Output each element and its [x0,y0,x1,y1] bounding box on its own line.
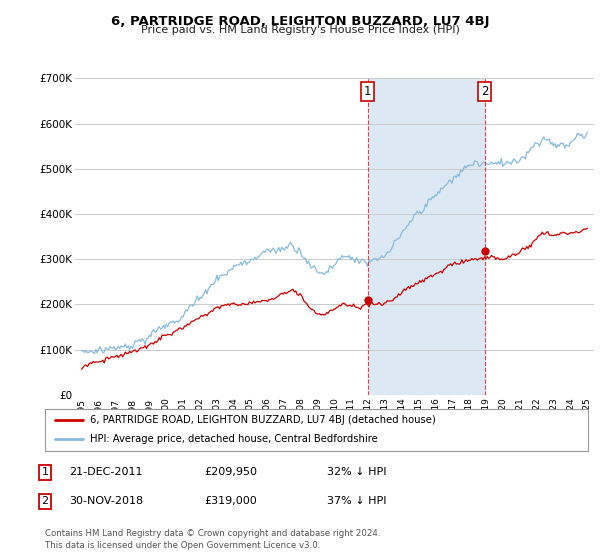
Text: HPI: Average price, detached house, Central Bedfordshire: HPI: Average price, detached house, Cent… [89,435,377,445]
Text: 6, PARTRIDGE ROAD, LEIGHTON BUZZARD, LU7 4BJ: 6, PARTRIDGE ROAD, LEIGHTON BUZZARD, LU7… [111,15,489,27]
Text: 37% ↓ HPI: 37% ↓ HPI [327,496,386,506]
Text: £209,950: £209,950 [204,467,257,477]
Text: 1: 1 [364,85,371,98]
Text: 1: 1 [41,467,49,477]
Bar [368,78,485,395]
Text: Price paid vs. HM Land Registry's House Price Index (HPI): Price paid vs. HM Land Registry's House … [140,25,460,35]
Text: 21-DEC-2011: 21-DEC-2011 [69,467,143,477]
Text: Contains HM Land Registry data © Crown copyright and database right 2024.
This d: Contains HM Land Registry data © Crown c… [45,529,380,550]
Text: 2: 2 [481,85,488,98]
Text: 32% ↓ HPI: 32% ↓ HPI [327,467,386,477]
Text: 30-NOV-2018: 30-NOV-2018 [69,496,143,506]
Text: 6, PARTRIDGE ROAD, LEIGHTON BUZZARD, LU7 4BJ (detached house): 6, PARTRIDGE ROAD, LEIGHTON BUZZARD, LU7… [89,415,435,425]
Text: 2: 2 [41,496,49,506]
Text: £319,000: £319,000 [204,496,257,506]
